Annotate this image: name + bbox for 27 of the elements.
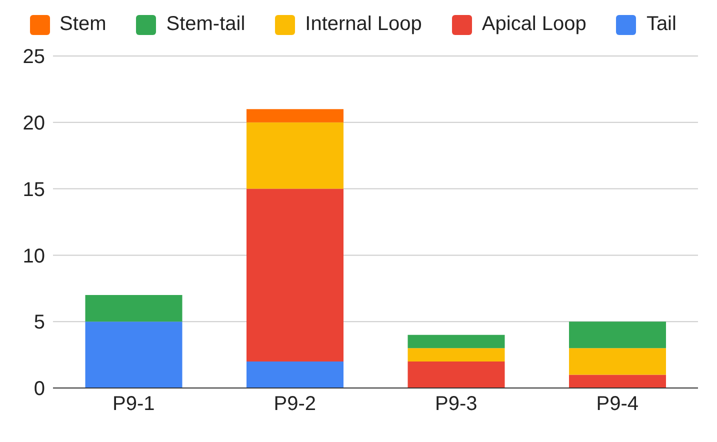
- bar: [569, 374, 666, 388]
- bar: [246, 109, 344, 122]
- bar: [246, 188, 344, 362]
- x-tick-label: P9-1: [112, 393, 155, 416]
- y-tick-label: 20: [22, 112, 45, 134]
- bar: [85, 322, 182, 388]
- legend-label: Stem: [60, 13, 106, 36]
- bar: [246, 122, 344, 189]
- bar: [569, 322, 666, 348]
- bar: [246, 361, 344, 388]
- legend-label: Tail: [646, 13, 676, 36]
- bar: [408, 361, 505, 388]
- bar: [569, 348, 666, 375]
- legend-label: Stem-tail: [166, 13, 246, 36]
- y-tick-label: 5: [34, 312, 45, 334]
- bar: [408, 334, 505, 348]
- x-tick-label: P9-2: [274, 393, 316, 416]
- bar: [85, 295, 182, 322]
- legend-label: Apical Loop: [482, 13, 586, 36]
- y-tick-label: 10: [22, 245, 45, 268]
- y-tick-label: 15: [22, 178, 45, 201]
- x-tick-label: P9-4: [596, 393, 638, 416]
- y-tick-label: 25: [22, 46, 45, 68]
- y-tick-label: 0: [34, 378, 45, 400]
- x-tick-label: P9-3: [435, 393, 478, 416]
- bar: [408, 348, 505, 362]
- legend-label: Internal Loop: [305, 13, 422, 36]
